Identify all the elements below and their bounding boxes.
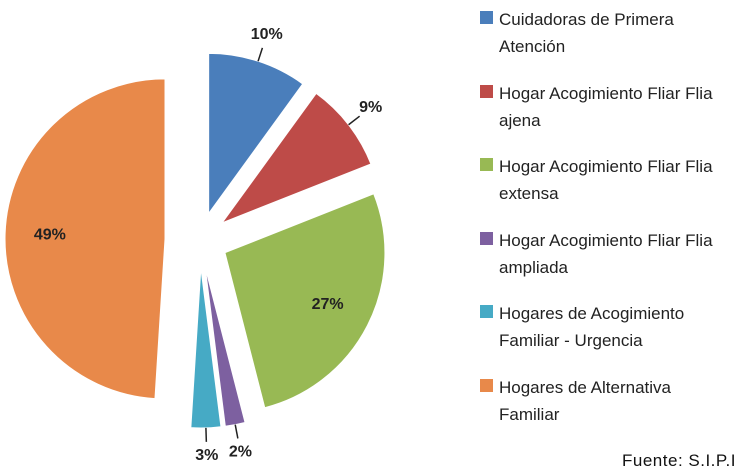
data-label: 2% (229, 443, 252, 460)
data-label: 27% (312, 296, 344, 313)
legend-swatch (480, 378, 493, 392)
legend-swatch (480, 84, 493, 98)
legend-item: Hogar Acogimiento Fliar Flia extensa (480, 153, 724, 207)
legend-label: Hogar Acogimiento Fliar Flia extensa (499, 157, 713, 203)
legend-label: Hogares de Acogimiento Familiar - Urgenc… (499, 304, 685, 350)
legend-swatch (480, 158, 493, 171)
legend-item: Hogares de Alternativa Familiar (480, 374, 724, 428)
leader-line (348, 115, 361, 126)
legend-label: Hogar Acogimiento Fliar Flia ajena (499, 83, 713, 130)
legend-swatch (480, 11, 493, 24)
pie-slice (4, 78, 166, 400)
leader-line (234, 424, 239, 439)
legend-item: Cuidadoras de Primera Atención (480, 6, 724, 60)
legend-item: Hogares de Acogimiento Familiar - Urgenc… (480, 300, 724, 354)
pie-slice (224, 193, 386, 409)
pie-slice (208, 52, 304, 215)
pie-slice (220, 92, 372, 224)
legend-label: Hogares de Alternativa Familiar (499, 377, 671, 424)
leader-line (257, 47, 264, 62)
data-label: 3% (195, 447, 218, 464)
pie-slice (204, 267, 246, 427)
data-label: 49% (34, 227, 66, 244)
legend-swatch (480, 231, 493, 245)
legend-label: Cuidadoras de Primera Atención (499, 10, 674, 56)
legend-item: Hogar Acogimiento Fliar Flia ajena (480, 80, 724, 134)
data-label: 9% (359, 99, 382, 116)
source-note: Fuente: S.I.P.I (622, 451, 736, 470)
legend-label: Hogar Acogimiento Fliar Flia ampliada (499, 230, 713, 277)
data-label: 10% (251, 26, 283, 43)
legend-swatch (480, 305, 493, 318)
legend-item: Hogar Acogimiento Fliar Flia ampliada (480, 227, 724, 281)
